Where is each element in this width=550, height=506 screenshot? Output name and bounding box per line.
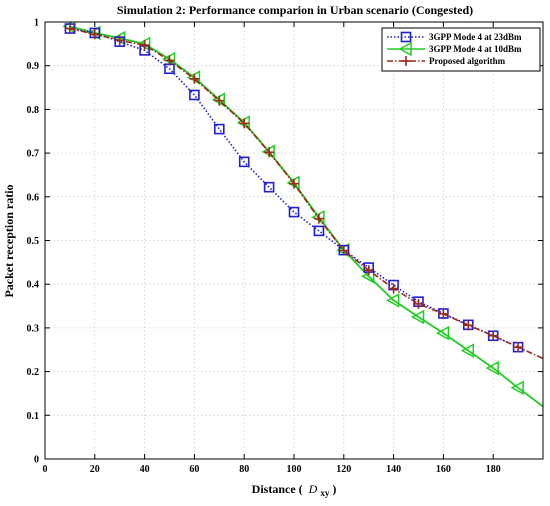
grid-lines [45,22,543,459]
y-tick-label: 0.3 [27,323,40,334]
x-axis-label-close: ) [332,482,336,496]
square-marker [288,206,300,218]
series-2 [64,23,543,360]
chart-legend: 3GPP Mode 4 at 23dBm 3GPP Mode 4 at 10dBm… [381,27,541,72]
y-tick-label: 0.1 [27,411,40,422]
x-tick-label: 180 [486,464,501,475]
triangle-marker [410,309,425,325]
series-line [69,27,543,360]
x-tick-label: 100 [287,464,302,475]
y-tick-label: 0.7 [27,149,40,160]
triangle-marker [485,360,499,376]
y-tick-label: 0.6 [27,192,40,203]
legend-label: 3GPP Mode 4 at 10dBm [429,44,522,54]
y-axis-label: Packet reception ratio [2,184,16,297]
legend-entry: 3GPP Mode 4 at 10dBm [387,41,522,57]
legend-entry: 3GPP Mode 4 at 23dBm [387,31,522,43]
chart-title: Simulation 2: Performance comparion in U… [117,3,473,17]
x-axis-label-symbol: D [308,482,318,496]
x-tick-label: 140 [386,464,401,475]
axes [44,21,544,460]
square-marker [238,156,250,168]
x-tick-label: 60 [189,464,199,475]
x-tick-label: 120 [336,464,351,475]
triangle-marker [460,343,475,358]
legend-entry: Proposed algorithm [387,56,506,66]
square-marker [263,181,275,193]
x-axis-label-subscript: xy [320,488,330,498]
square-marker [313,225,325,237]
legend-label: 3GPP Mode 4 at 23dBm [429,32,522,42]
triangle-marker [510,380,524,396]
triangle-marker [398,41,412,57]
x-axis-label: Distance ( D xy ) [252,482,337,499]
y-tick-label: 0.8 [27,105,40,116]
y-tick-label: 0.2 [27,367,40,378]
square-marker [214,123,225,135]
y-tick-label: 1 [34,18,39,29]
triangle-marker [386,293,400,308]
triangle-marker [435,325,450,341]
tick-labels: 0 20 40 60 80 100 120 140 160 180 0 0.1 0.2 0.3 0.4 0.5… [27,18,501,476]
x-tick-label: 0 [43,464,48,475]
square-marker [189,89,200,101]
y-tick-label: 0.4 [27,280,40,291]
x-tick-label: 40 [140,464,150,475]
series-layer [62,22,543,408]
y-tick-label: 0.5 [27,236,40,247]
x-axis-label-text: Distance ( [252,482,303,496]
x-tick-label: 20 [90,464,100,475]
x-tick-label: 160 [436,464,451,475]
x-tick-label: 80 [239,464,249,475]
square-marker [400,31,412,43]
y-tick-label: 0.9 [27,61,40,72]
y-tick-label: 0 [34,455,39,466]
legend-label: Proposed algorithm [429,56,506,66]
